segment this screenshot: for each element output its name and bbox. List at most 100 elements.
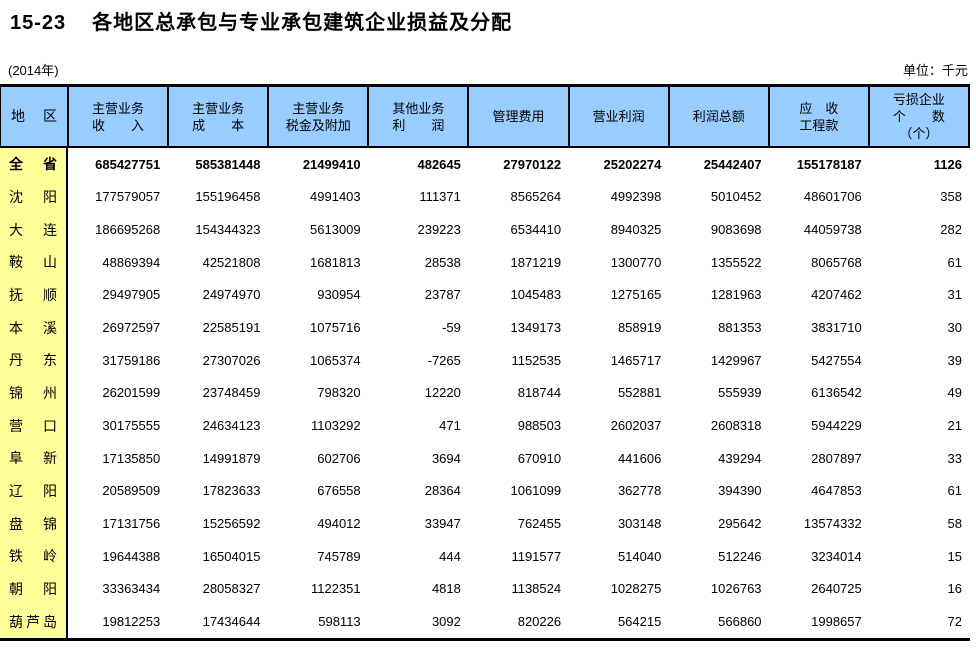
value-cell: 61	[947, 254, 962, 270]
value-cell: 988503	[517, 418, 562, 434]
value-cell: 1026763	[710, 581, 762, 597]
value-cell: 30175555	[102, 418, 161, 434]
value-cell: -7265	[427, 352, 461, 368]
value-cell: 28538	[424, 254, 461, 270]
region-char: 锦	[9, 384, 23, 401]
column-header-2: 主营业务 税金及附加	[269, 87, 370, 146]
region-cell: 丹东	[0, 343, 68, 377]
value-cell: 685427751	[95, 156, 161, 172]
region-cell: 鞍山	[0, 245, 68, 279]
value-cell: 8565264	[510, 189, 562, 205]
column-header-line: 亏损企业	[892, 92, 945, 107]
value-cell: 3092	[431, 614, 461, 630]
value-cell: 1349173	[510, 320, 562, 336]
table-header-row: 地区主营业务收 入主营业务成 本主营业务 税金及附加 其他业务利 润管理费用 营业利润…	[0, 87, 970, 148]
value-cell: 564215	[617, 614, 662, 630]
column-header-line: 其他业务	[392, 100, 445, 116]
region-char: 阳	[43, 188, 57, 205]
value-cell: 15256592	[202, 516, 261, 532]
region-char: 芦	[26, 613, 40, 630]
value-cell: 3234014	[811, 548, 862, 564]
value-cell: 676558	[317, 483, 361, 499]
region-char: 锦	[43, 515, 57, 532]
value-cell: 394390	[718, 483, 762, 499]
column-header-4: 管理费用	[469, 87, 570, 146]
value-cell: 745789	[317, 548, 361, 564]
value-cell: 1191577	[511, 548, 562, 564]
region-cell: 辽阳	[0, 474, 68, 508]
value-cell: 303148	[617, 516, 662, 532]
value-cell: 39	[947, 352, 962, 368]
value-cell: 9083698	[710, 222, 762, 238]
value-cell: 21	[947, 418, 962, 434]
column-header-region: 地区	[1, 87, 69, 146]
value-cell: -59	[442, 320, 461, 336]
region-cell: 营口	[0, 409, 68, 442]
value-cell: 111371	[419, 189, 461, 205]
region-char: 营	[9, 417, 23, 434]
value-cell: 33	[947, 450, 962, 466]
value-cell: 17135850	[102, 450, 161, 466]
value-cell: 439294	[718, 450, 762, 466]
region-char: 抚	[9, 286, 23, 303]
table-row: 鞍山 48869394 42521808 1681813 28538 1871219 130…	[0, 245, 970, 279]
region-char: 新	[43, 450, 57, 467]
value-cell: 28058327	[202, 581, 261, 597]
table-row: 锦州 26201599 23748459 798320 12220 818744 55288…	[0, 376, 970, 410]
value-cell: 514040	[617, 548, 662, 564]
value-cell: 17131756	[102, 516, 161, 532]
column-header-line: （个）	[899, 126, 939, 141]
value-cell: 6136542	[811, 385, 862, 401]
value-cell: 1103292	[311, 418, 361, 434]
value-cell: 1281963	[710, 287, 762, 303]
value-cell: 494012	[317, 516, 361, 532]
value-cell: 3831710	[811, 320, 862, 336]
value-cell: 471	[439, 418, 461, 434]
value-cell: 16504015	[202, 548, 261, 564]
value-cell: 58	[947, 516, 962, 532]
region-char: 溪	[43, 319, 57, 336]
column-header-0: 主营业务收 入	[69, 87, 170, 146]
value-cell: 26972597	[102, 320, 161, 336]
region-char: 阳	[43, 580, 57, 597]
value-cell: 358	[940, 189, 962, 205]
value-cell: 155178187	[796, 156, 862, 172]
column-header-line: 主营业务	[292, 100, 345, 116]
region-char: 辽	[9, 482, 23, 499]
value-cell: 4647853	[811, 483, 862, 499]
value-cell: 239223	[417, 222, 461, 238]
page-title: 15-23 各地区总承包与专业承包建筑企业损益及分配	[10, 6, 512, 35]
value-cell: 858919	[617, 320, 662, 336]
value-cell: 2608318	[710, 418, 762, 434]
region-cell: 抚顺	[0, 278, 68, 312]
value-cell: 2640725	[811, 581, 862, 597]
table-row: 铁岭 19644388 16504015 745789 444 1191577 514040…	[0, 539, 970, 573]
region-char: 全	[9, 156, 23, 173]
value-cell: 566860	[718, 614, 762, 630]
region-char: 岛	[43, 613, 57, 630]
region-cell: 全省	[0, 148, 68, 181]
value-cell: 48869394	[102, 254, 161, 270]
value-cell: 3694	[431, 450, 461, 466]
table-row: 葫芦岛 19812253 17434644 598113 3092 820226 56421…	[0, 605, 970, 638]
value-cell: 72	[947, 614, 962, 630]
region-char: 本	[9, 319, 23, 336]
table-number: 15-23	[10, 12, 67, 34]
value-cell: 16	[947, 581, 962, 597]
region-cell: 葫芦岛	[0, 605, 68, 638]
value-cell: 1061099	[510, 483, 562, 499]
column-header-line: 主营业务	[192, 100, 245, 116]
value-cell: 598113	[318, 614, 361, 630]
value-cell: 1045483	[510, 287, 562, 303]
table-row: 沈阳 177579057 155196458 4991403 111371 8565264…	[0, 180, 970, 214]
value-cell: 5944229	[811, 418, 862, 434]
value-cell: 27970122	[503, 156, 562, 172]
value-cell: 2807897	[811, 450, 862, 466]
value-cell: 13574332	[803, 516, 862, 532]
value-cell: 23787	[424, 287, 461, 303]
value-cell: 798320	[317, 385, 361, 401]
column-header-line: 营业利润	[592, 109, 645, 124]
value-cell: 31	[947, 287, 962, 303]
value-cell: 1152535	[511, 352, 562, 368]
value-cell: 762455	[517, 516, 562, 532]
